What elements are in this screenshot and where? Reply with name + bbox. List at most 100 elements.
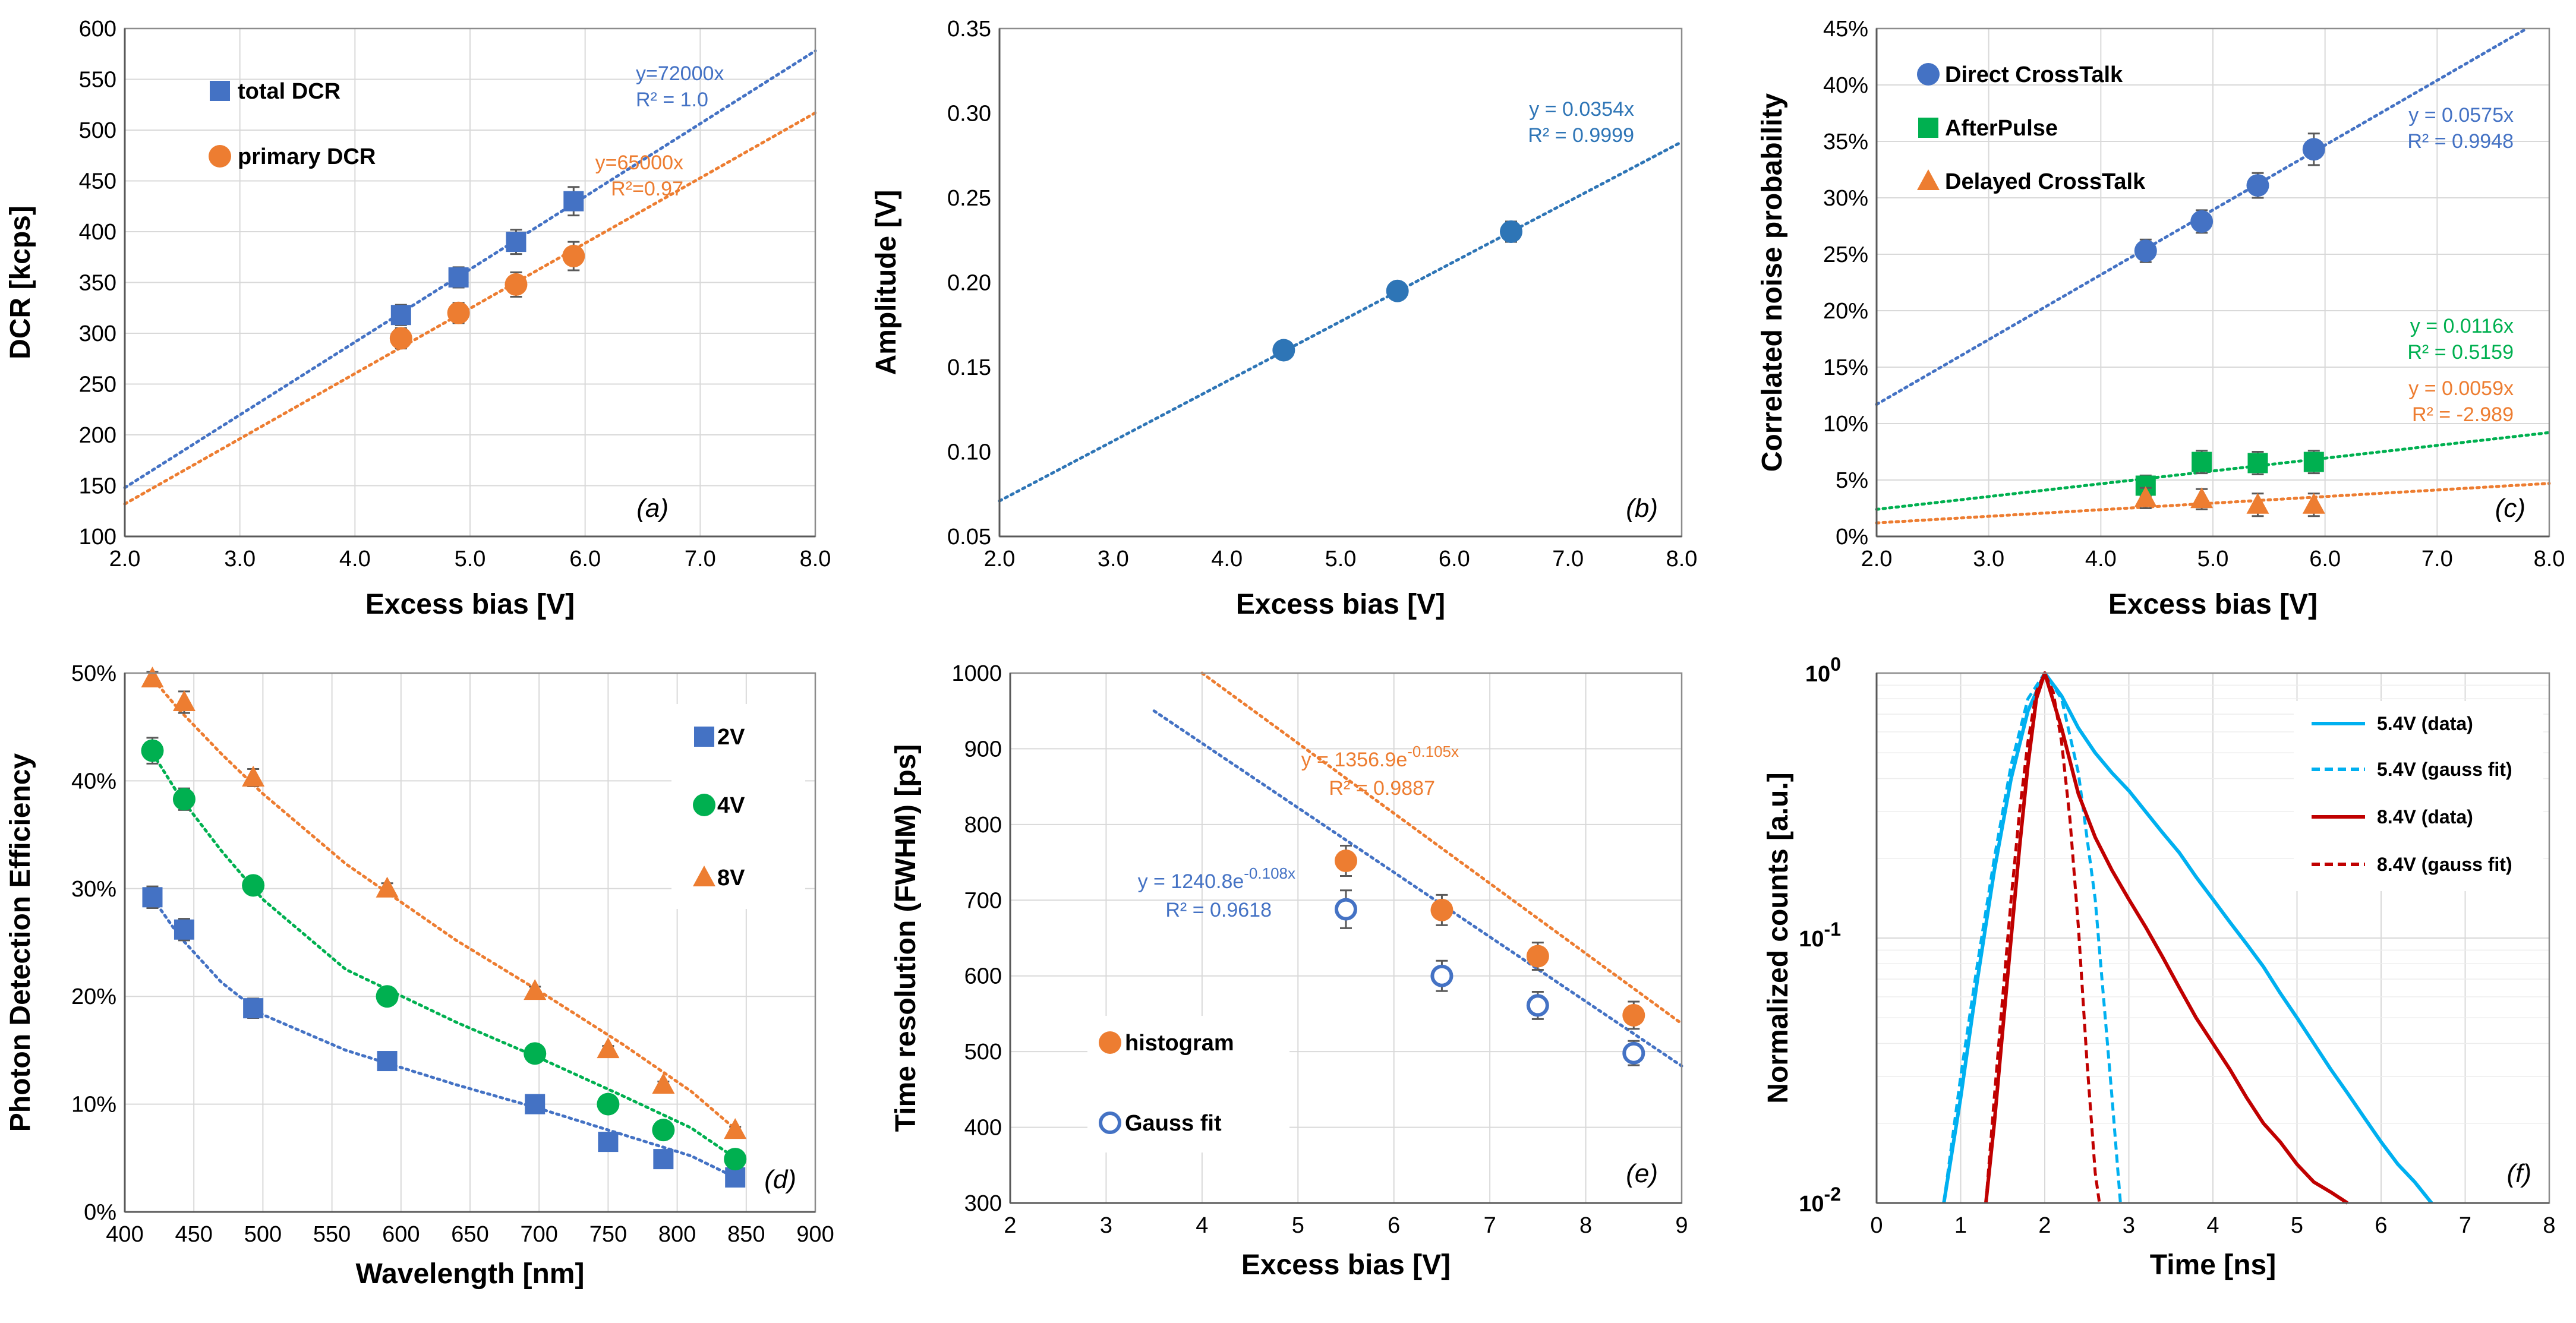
x-tick-label: 900 [796,1222,834,1247]
y-axis-title: Amplitude [V] [871,190,902,375]
data-point-4v [242,874,265,897]
x-tick-label: 2 [2038,1213,2051,1238]
trend-r2: R²=0.97 [611,178,683,200]
y-tick-label: 100 [79,525,116,550]
x-axis-title: Wavelength [nm] [356,1258,585,1290]
y-tick-label: 700 [964,888,1002,913]
trendline-delayed-crosstalk [1875,482,2551,525]
y-tick-label: 15% [1823,355,1868,380]
chart-5: 2 3 4 5 6 7 8 9 300 400 500 600 700 800 900 1000 Excess … [890,661,1688,1281]
x-axis-title: Excess bias [V] [365,589,575,620]
x-tick-label: 3 [1100,1213,1112,1238]
x-tick-label: 450 [175,1222,212,1247]
data-point-4v [376,985,399,1008]
x-tick-label: 6.0 [569,547,601,571]
y-tick-label: 0.30 [947,102,991,127]
data-point-afterpulse [2303,451,2324,472]
trendline-total-dcr [123,49,817,490]
data-point-8v [172,690,196,711]
y-tick-label: 1000 [951,661,1002,686]
legend-swatch [210,81,230,101]
x-tick-label: 3.0 [224,547,256,571]
data-point-delayed-crosstalk [2190,487,2214,509]
legend-label: Direct CrossTalk [1945,62,2123,87]
data-point-histogram [1335,850,1357,873]
trend-equation: y = 1240.8e-0.108x [1138,864,1295,893]
x-tick-label: 5.0 [455,547,486,571]
x-tick-label: 4.0 [1211,547,1243,571]
legend-label: 8V [717,866,745,891]
legend-label: total DCR [238,79,340,104]
trendline-gauss-fit [1152,709,1683,1068]
data-point-gauss-fit [1335,898,1357,921]
panel-label: (c) [2495,494,2525,523]
legend-swatch [693,794,715,816]
panel-label: (b) [1626,494,1658,523]
trend-equation-exponent: -0.108x [1244,864,1295,882]
data-point-primary-dcr [447,301,470,324]
x-tick-label: 5.0 [2197,547,2229,571]
x-axis-title: Excess bias [V] [2108,589,2318,620]
data-point-4v [172,788,196,811]
legend-label: Delayed CrossTalk [1945,169,2146,194]
y-tick-label: 10-1 [1799,918,1841,952]
data-point-4v [141,739,164,762]
x-tick-label: 7.0 [2421,547,2453,571]
chart-4: 400 450 500 550 600 650 700 750 800 850 900 0% 10% 20… [5,661,834,1290]
data-point-direct-crosstalk [2134,239,2157,263]
y-tick-label: 600 [79,17,116,42]
trend-r2: R² = -2.989 [2412,403,2514,426]
trend-equation: y=65000x [595,151,683,174]
y-tick-label: 0.10 [947,440,991,465]
trend-equation: y = 0.0116x [2410,315,2514,337]
y-axis-title: DCR [kcps] [5,206,36,359]
x-tick-label: 2.0 [984,547,1016,571]
data-point-4v [724,1148,747,1171]
y-tick-label: 800 [964,813,1002,838]
data-point-2v [598,1132,619,1153]
trend-equation: y = 0.0575x [2408,104,2514,127]
data-point-8v [597,1037,620,1059]
y-tick-label: 350 [79,271,116,296]
y-tick-label: 25% [1823,242,1868,267]
legend-box [2294,701,2543,891]
data-point-4v [597,1092,620,1116]
legend-label: 5.4V (data) [2377,713,2473,734]
data-point-gauss-fit [1526,994,1549,1017]
y-tick-label: 40% [71,769,116,794]
legend-swatch [694,727,714,747]
x-tick-label: 650 [451,1222,488,1247]
trend-r2: R² = 0.9999 [1528,124,1634,147]
y-tick-label: 300 [79,321,116,346]
x-tick-label: 8 [2543,1213,2555,1238]
series-line-5-4v-gauss-fit- [1942,671,2122,1204]
y-tick-label: 500 [964,1040,1002,1065]
data-point-4v [652,1119,675,1142]
legend-swatch [693,866,715,886]
y-tick-label: 0% [1836,525,1868,550]
y-tick-label: 200 [79,423,116,448]
y-tick-exponent: 0 [1830,653,1841,675]
x-tick-label: 3 [2123,1213,2135,1238]
legend-swatch [1918,118,1938,138]
y-tick-exponent: -1 [1824,918,1841,940]
y-tick-label: 40% [1823,73,1868,98]
data-point-2v [377,1051,398,1072]
y-tick-label: 35% [1823,130,1868,154]
y-tick-label: 30% [1823,186,1868,211]
data-point-amplitude [1500,220,1522,243]
legend-label: histogram [1125,1031,1234,1056]
data-point-gauss-fit [1622,1041,1645,1065]
data-point-amplitude [1272,339,1295,362]
data-point-2v [525,1094,546,1114]
y-tick-label: 10-2 [1799,1183,1841,1217]
data-point-delayed-crosstalk [2302,492,2325,514]
legend-swatch [209,145,231,168]
legend-label: 8.4V (data) [2377,806,2473,828]
data-point-histogram [1526,945,1549,968]
trend-equation: y = 0.0354x [1529,98,1634,121]
y-axis-title: Correlated noise probability [1757,93,1788,472]
x-tick-label: 6 [2375,1213,2387,1238]
x-tick-label: 8 [1579,1213,1592,1238]
x-tick-label: 7.0 [1552,547,1584,571]
